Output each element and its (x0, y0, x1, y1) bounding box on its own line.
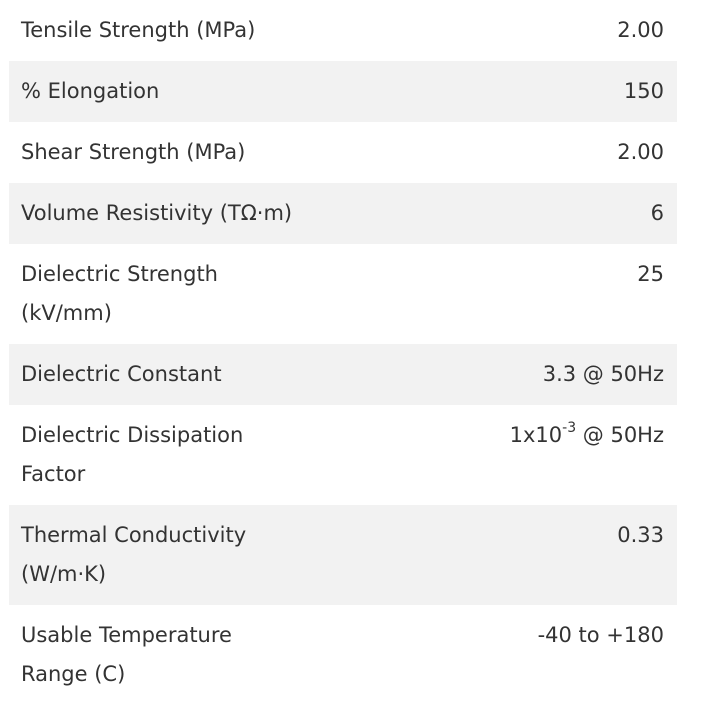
spec-table: Tensile Strength (MPa) 2.00 % Elongation 15… (9, 0, 677, 705)
value-base: 1x10 (509, 423, 563, 447)
value-cell: 2.00 (424, 0, 677, 61)
property-value: 3.3 @ 50Hz (542, 362, 664, 386)
property-value: 0.33 (617, 523, 664, 547)
value-cell: 6 (424, 183, 677, 244)
value-cell: 150 (424, 61, 677, 122)
spec-row: Dielectric Constant 3.3 @ 50Hz (9, 344, 677, 405)
value-cell: 3.3 @ 50Hz (424, 344, 677, 405)
property-cell: Dielectric Dissipation Factor (9, 405, 424, 505)
property-value: 6 (650, 201, 664, 225)
property-cell: Tensile Strength (MPa) (9, 0, 424, 61)
spec-row: Tensile Strength (MPa) 2.00 (9, 0, 677, 61)
value-cell: -40 to +180 (424, 605, 677, 705)
spec-row: Volume Resistivity (TΩ·m) 6 (9, 183, 677, 244)
spec-row: Usable Temperature Range (C) -40 to +180 (9, 605, 677, 705)
property-cell: % Elongation (9, 61, 424, 122)
property-label-line: Factor (21, 462, 86, 486)
property-cell: Usable Temperature Range (C) (9, 605, 424, 705)
property-label-line: Usable Temperature (21, 623, 232, 647)
property-cell: Volume Resistivity (TΩ·m) (9, 183, 424, 244)
value-suffix: @ 50Hz (576, 423, 664, 447)
spec-row: Dielectric Strength (kV/mm) 25 (9, 244, 677, 344)
value-exponent: -3 (562, 420, 577, 436)
property-cell: Thermal Conductivity (W/m·K) (9, 505, 424, 605)
property-value: 25 (637, 262, 664, 286)
property-label-line: Dielectric Constant (21, 362, 222, 386)
value-cell: 25 (424, 244, 677, 344)
spec-row: Dielectric Dissipation Factor 1x10-3 @ 50H… (9, 405, 677, 505)
property-label-line: Tensile Strength (MPa) (21, 18, 256, 42)
property-label-line: (kV/mm) (21, 301, 112, 325)
property-value: 150 (623, 79, 664, 103)
property-label-line: Dielectric Strength (21, 262, 218, 286)
value-cell: 0.33 (424, 505, 677, 605)
value-cell: 2.00 (424, 122, 677, 183)
property-label-line: (W/m·K) (21, 562, 107, 586)
property-label-line: Dielectric Dissipation (21, 423, 244, 447)
property-cell: Dielectric Strength (kV/mm) (9, 244, 424, 344)
spec-row: Thermal Conductivity (W/m·K) 0.33 (9, 505, 677, 605)
spec-row: Shear Strength (MPa) 2.00 (9, 122, 677, 183)
spec-row: % Elongation 150 (9, 61, 677, 122)
property-value: 2.00 (617, 140, 664, 164)
property-label-line: Thermal Conductivity (21, 523, 247, 547)
value-cell: 1x10-3 @ 50Hz (424, 405, 677, 505)
property-value: -40 to +180 (537, 623, 664, 647)
property-cell: Shear Strength (MPa) (9, 122, 424, 183)
property-label-line: Range (C) (21, 662, 126, 686)
property-label-line: % Elongation (21, 79, 160, 103)
property-label-line: Shear Strength (MPa) (21, 140, 246, 164)
property-value: 2.00 (617, 18, 664, 42)
property-label-line: Volume Resistivity (TΩ·m) (21, 201, 293, 225)
property-cell: Dielectric Constant (9, 344, 424, 405)
